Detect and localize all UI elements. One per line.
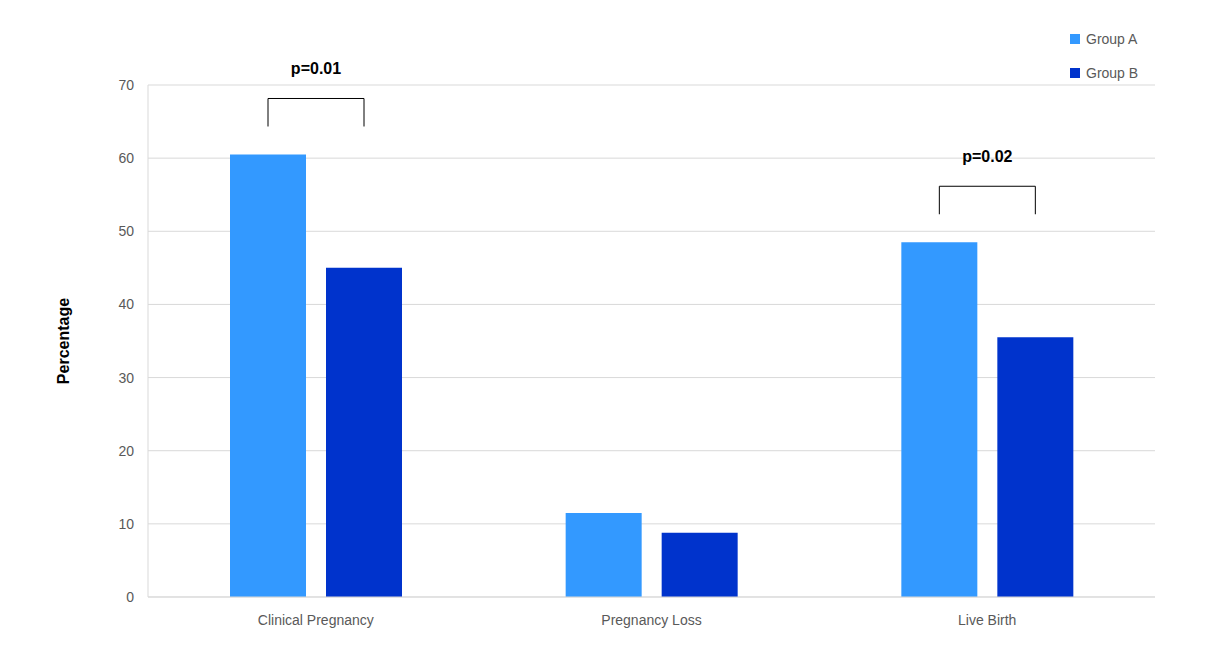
html-text:Group A: Group A xyxy=(1086,31,1138,47)
svg-text:Live Birth: Live Birth xyxy=(958,612,1016,628)
svg-text:20: 20 xyxy=(118,443,134,459)
html-text:Group B: Group B xyxy=(1086,65,1139,81)
svg-text:p=0.02: p=0.02 xyxy=(962,148,1012,165)
svg-text:60: 60 xyxy=(118,150,134,166)
svg-text:Clinical Pregnancy: Clinical Pregnancy xyxy=(258,612,374,628)
svg-text:10: 10 xyxy=(118,516,134,532)
svg-text:50: 50 xyxy=(118,223,134,239)
svg-text:0: 0 xyxy=(126,589,134,605)
svg-text:p=0.01: p=0.01 xyxy=(291,60,341,77)
svg-text:Percentage: Percentage xyxy=(55,298,72,384)
svg-text:40: 40 xyxy=(118,296,134,312)
svg-text:Pregnancy Loss: Pregnancy Loss xyxy=(601,612,701,628)
svg-text:30: 30 xyxy=(118,370,134,386)
svg-text:70: 70 xyxy=(118,77,134,93)
